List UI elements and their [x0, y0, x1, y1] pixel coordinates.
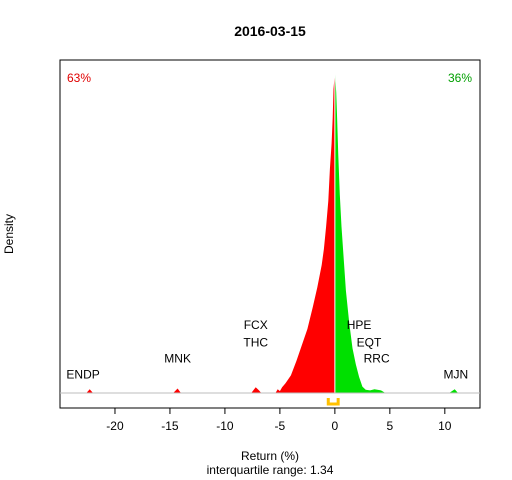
ticker-annotations: ENDP MNK FCX THC HPE EQT RRC MJN — [66, 318, 468, 382]
ticker-label-rrc: RRC — [364, 352, 390, 366]
ticker-label-eqt: EQT — [357, 336, 382, 350]
x-axis: -20 -15 -10 -5 0 5 10 — [106, 408, 452, 433]
iqr-bracket-shape — [326, 398, 340, 406]
x-axis-label: Return (%) — [241, 449, 299, 463]
chart-title: 2016-03-15 — [234, 23, 306, 39]
ticker-label-mnk: MNK — [164, 352, 191, 366]
ticker-label-hpe: HPE — [347, 318, 372, 332]
x-tick-label: 5 — [386, 419, 393, 433]
positive-density-area — [334, 73, 473, 393]
iqr-caption: interquartile range: 1.34 — [207, 463, 334, 477]
ticker-label-thc: THC — [243, 336, 268, 350]
ticker-label-mjn: MJN — [443, 368, 468, 382]
negative-share-label: 63% — [67, 71, 91, 85]
x-tick-label: 10 — [438, 419, 452, 433]
plot-frame — [59, 59, 481, 409]
ticker-label-endp: ENDP — [66, 368, 99, 382]
positive-share-label: 36% — [448, 71, 472, 85]
x-tick-label: -15 — [161, 419, 179, 433]
x-tick-label: -5 — [275, 419, 286, 433]
negative-density-area — [65, 73, 335, 393]
ticker-label-fcx: FCX — [244, 318, 268, 332]
density-areas — [65, 73, 473, 393]
iqr-bracket — [326, 398, 340, 406]
x-tick-label: 0 — [332, 419, 339, 433]
y-axis-label: Density — [2, 214, 16, 254]
x-tick-label: -10 — [216, 419, 234, 433]
x-tick-label: -20 — [106, 419, 124, 433]
